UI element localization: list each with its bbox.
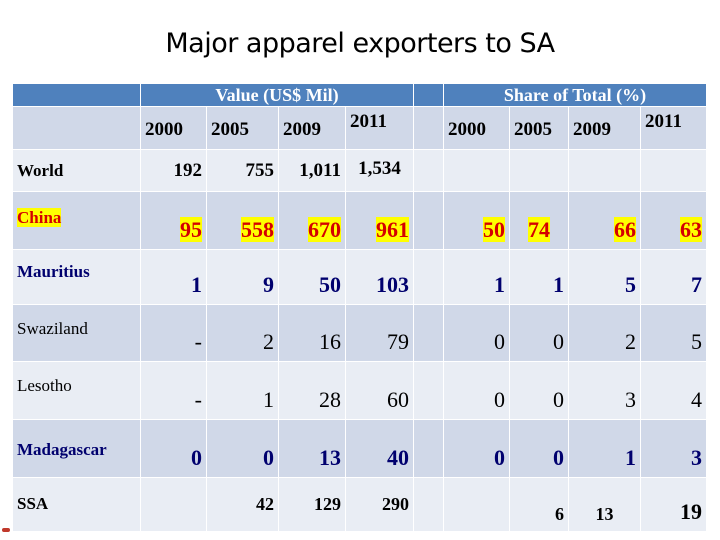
- cell-value: 1: [206, 361, 279, 420]
- cell-value: 60: [345, 361, 414, 420]
- cell-share: [568, 149, 641, 192]
- cell-share: [443, 477, 510, 532]
- cell-share: 4: [640, 361, 707, 420]
- cell-value: 129: [278, 477, 346, 532]
- row-spacer: [413, 477, 444, 532]
- row-spacer: [413, 149, 444, 192]
- cell-share: 1: [443, 249, 510, 305]
- row-label: SSA: [12, 477, 141, 532]
- cell-share: 19: [640, 477, 707, 532]
- row-spacer: [413, 419, 444, 478]
- row-label: Madagascar: [12, 419, 141, 478]
- cell-value: 0: [206, 419, 279, 478]
- cell-value: 50: [278, 249, 346, 305]
- cell-share: 3: [640, 419, 707, 478]
- cell-value: 13: [278, 419, 346, 478]
- header-spacer: [413, 83, 444, 107]
- cell-share: 63: [640, 191, 707, 250]
- cell-share: 0: [443, 304, 510, 362]
- cell-value: 42: [206, 477, 279, 532]
- cell-value: 192: [140, 149, 207, 192]
- table-row-china: China 95 558 670 961 50 74 66 63: [12, 191, 707, 250]
- cell-share: 1: [509, 249, 569, 305]
- row-label: China: [12, 191, 141, 250]
- table-row-madagascar: Madagascar 0 0 13 40 0 0 1 3: [12, 419, 707, 478]
- year-value-2005: 2005: [206, 106, 279, 150]
- cell-share: 50: [443, 191, 510, 250]
- cell-value: -: [140, 304, 207, 362]
- header-blank: [12, 83, 141, 107]
- cell-value: 9: [206, 249, 279, 305]
- cell-share: 66: [568, 191, 641, 250]
- cell-value: 961: [345, 191, 414, 250]
- row-label: Swaziland: [12, 304, 141, 362]
- cell-value: 2: [206, 304, 279, 362]
- year-spacer: [413, 106, 444, 150]
- cell-share: 7: [640, 249, 707, 305]
- cell-value: 290: [345, 477, 414, 532]
- cell-value: [140, 477, 207, 532]
- cell-share: [443, 149, 510, 192]
- row-spacer: [413, 249, 444, 305]
- year-share-2005: 2005: [509, 106, 569, 150]
- cell-value: 558: [206, 191, 279, 250]
- cell-share: 0: [509, 361, 569, 420]
- table-row-mauritius: Mauritius 1 9 50 103 1 1 5 7: [12, 249, 707, 305]
- cell-share: 3: [568, 361, 641, 420]
- cell-share: 0: [443, 361, 510, 420]
- apparel-exporters-table: Value (US$ Mil) Share of Total (%) 2000 …: [12, 83, 707, 532]
- cell-share: [509, 149, 569, 192]
- table-row-swaziland: Swaziland - 2 16 79 0 0 2 5: [12, 304, 707, 362]
- cell-share: 2: [568, 304, 641, 362]
- cell-value: -: [140, 361, 207, 420]
- table-row-world: World 192 755 1,011 1,534: [12, 149, 707, 192]
- cell-share: 1: [568, 419, 641, 478]
- year-value-2000: 2000: [140, 106, 207, 150]
- cell-value: 670: [278, 191, 346, 250]
- slide-marker-icon: [2, 528, 10, 532]
- cell-share: 74: [509, 191, 569, 250]
- cell-share: 0: [509, 419, 569, 478]
- year-share-2011: 2011: [640, 106, 707, 150]
- year-share-2009: 2009: [568, 106, 641, 150]
- year-value-2011: 2011: [345, 106, 414, 150]
- table-row-ssa: SSA 42 129 290 6 13 19: [12, 477, 707, 532]
- row-spacer: [413, 361, 444, 420]
- page-title: Major apparel exporters to SA: [165, 28, 555, 59]
- row-label: Mauritius: [12, 249, 141, 305]
- year-header-row: 2000 2005 2009 2011 2000 2005 2009 2011: [12, 106, 707, 150]
- year-value-2009: 2009: [278, 106, 346, 150]
- cell-value: 95: [140, 191, 207, 250]
- value-group-header: Value (US$ Mil): [140, 83, 414, 107]
- cell-value: 103: [345, 249, 414, 305]
- row-spacer: [413, 191, 444, 250]
- cell-value: 0: [140, 419, 207, 478]
- cell-value: 1: [140, 249, 207, 305]
- group-header-row: Value (US$ Mil) Share of Total (%): [12, 83, 707, 107]
- share-group-header: Share of Total (%): [443, 83, 707, 107]
- row-label-text: China: [17, 208, 62, 227]
- cell-share: 13: [568, 477, 641, 532]
- cell-share: 0: [509, 304, 569, 362]
- cell-share: 6: [509, 477, 569, 532]
- cell-value: 79: [345, 304, 414, 362]
- row-label: World: [12, 149, 141, 192]
- cell-share: 5: [640, 304, 707, 362]
- cell-value: 1,534: [345, 149, 414, 192]
- cell-value: 16: [278, 304, 346, 362]
- cell-value: 1,011: [278, 149, 346, 192]
- cell-value: 40: [345, 419, 414, 478]
- cell-value: 755: [206, 149, 279, 192]
- year-share-2000: 2000: [443, 106, 510, 150]
- table-row-lesotho: Lesotho - 1 28 60 0 0 3 4: [12, 361, 707, 420]
- cell-value: 28: [278, 361, 346, 420]
- year-blank: [12, 106, 141, 150]
- cell-share: 5: [568, 249, 641, 305]
- row-spacer: [413, 304, 444, 362]
- cell-share: 0: [443, 419, 510, 478]
- cell-share: [640, 149, 707, 192]
- row-label: Lesotho: [12, 361, 141, 420]
